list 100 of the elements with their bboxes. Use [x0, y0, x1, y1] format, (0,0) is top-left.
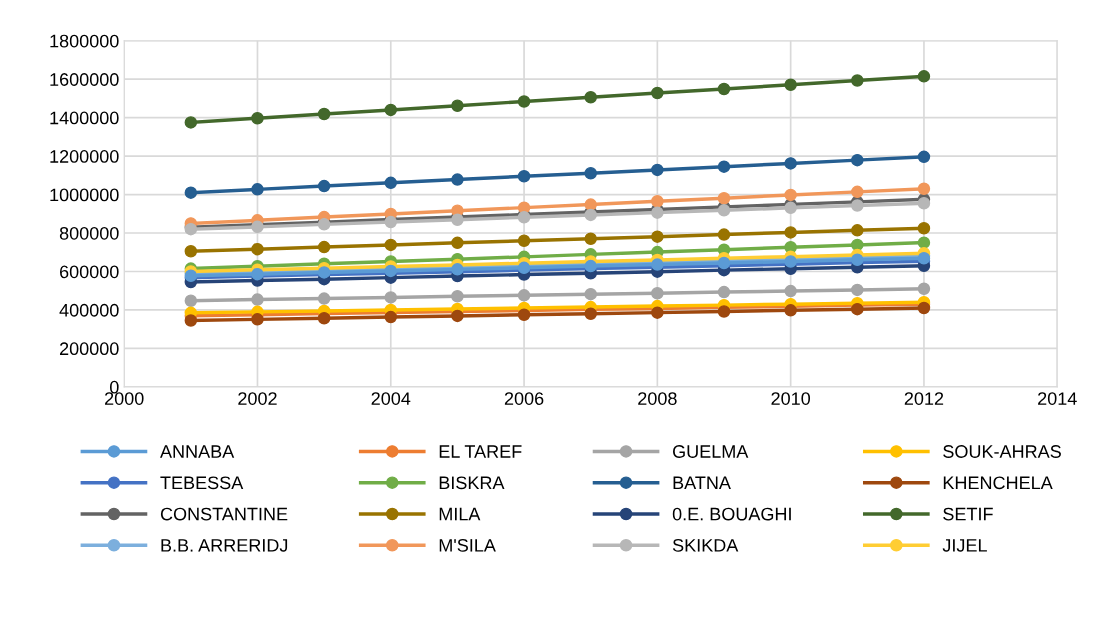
point — [651, 163, 664, 177]
legend-label: BATNA — [673, 476, 731, 490]
point — [251, 293, 264, 306]
point — [651, 195, 664, 208]
point — [184, 245, 198, 258]
x-tick-label: 2014 — [1038, 392, 1077, 405]
point — [851, 199, 864, 212]
point — [584, 307, 597, 321]
point — [451, 236, 464, 250]
point — [184, 116, 198, 129]
legend-label: GUELMA — [673, 445, 749, 458]
legend-label: B.B. ARRERIDJ — [161, 539, 288, 552]
legend-label: SKIKDA — [672, 538, 739, 552]
y-tick-label: 1600000 — [50, 73, 119, 86]
point — [717, 285, 731, 299]
x-tick-label: 2006 — [504, 392, 544, 405]
point — [917, 70, 931, 83]
legend-label: M'SILA — [439, 538, 496, 552]
legend-label: CONSTANTINE — [160, 507, 288, 521]
y-tick-label: 1200000 — [50, 150, 119, 163]
point — [784, 157, 797, 170]
point — [651, 306, 664, 319]
point — [717, 160, 731, 173]
point — [384, 238, 398, 252]
point — [317, 311, 331, 325]
point — [784, 188, 797, 202]
point — [851, 153, 864, 167]
point — [251, 183, 264, 196]
point — [517, 234, 531, 247]
point — [851, 302, 864, 316]
point — [584, 91, 597, 104]
point — [917, 282, 931, 296]
point — [451, 99, 464, 112]
point — [184, 294, 198, 307]
point — [784, 304, 797, 317]
point — [784, 226, 797, 239]
legend-label: TEBESSA — [160, 476, 244, 490]
y-tick-label: 800000 — [59, 226, 119, 240]
point — [651, 230, 664, 243]
y-tick-label: 1800000 — [50, 34, 119, 48]
point — [317, 107, 331, 121]
point — [917, 236, 931, 249]
x-tick-label: 2012 — [904, 392, 944, 405]
point — [251, 313, 264, 326]
point — [917, 196, 931, 210]
y-tick-label: 0 — [109, 380, 119, 394]
legend-label: 0.E. BOUAGHI — [672, 507, 791, 521]
point — [384, 103, 398, 117]
point — [451, 173, 464, 186]
x-tick-label: 2002 — [238, 392, 277, 405]
point — [851, 74, 864, 87]
point — [917, 150, 931, 164]
point — [851, 283, 864, 297]
point — [917, 301, 931, 315]
point — [584, 287, 597, 301]
y-tick-label: 1400000 — [50, 111, 119, 125]
point — [851, 224, 864, 237]
point — [784, 284, 797, 298]
point — [317, 179, 331, 193]
point — [517, 308, 531, 321]
point — [651, 286, 664, 300]
point — [517, 289, 531, 302]
y-tick-label: 1000000 — [50, 188, 119, 202]
point — [451, 290, 464, 303]
x-tick-label: 2010 — [771, 392, 811, 405]
point — [251, 111, 264, 125]
legend-label: KHENCHELA — [943, 476, 1053, 490]
y-tick-label: 200000 — [59, 342, 119, 356]
point — [451, 309, 464, 323]
point — [717, 191, 731, 205]
point — [784, 201, 797, 215]
point — [384, 176, 398, 190]
legend-label: EL TAREF — [439, 445, 522, 458]
point — [384, 310, 398, 324]
x-tick-label: 2000 — [105, 392, 144, 405]
point — [784, 78, 797, 92]
point — [917, 221, 931, 235]
point — [517, 170, 531, 183]
point — [317, 292, 331, 305]
point — [584, 198, 597, 211]
point — [517, 95, 531, 108]
point — [584, 166, 597, 180]
point — [651, 86, 664, 100]
point — [184, 314, 198, 327]
point — [184, 186, 198, 199]
x-tick-label: 2008 — [638, 392, 677, 405]
point — [384, 291, 398, 304]
point — [851, 185, 864, 199]
point — [584, 232, 597, 246]
point — [717, 204, 731, 217]
legend-label: SETIF — [943, 507, 993, 521]
x-tick-label: 2004 — [371, 392, 411, 405]
point — [717, 228, 731, 241]
point — [251, 242, 264, 256]
legend-label: ANNABA — [160, 445, 235, 458]
point — [317, 240, 331, 254]
legend-label: BISKRA — [439, 476, 505, 490]
point — [717, 82, 731, 96]
legend-label: JIJEL — [942, 539, 987, 552]
legend-label: SOUK-AHRAS — [943, 445, 1061, 458]
